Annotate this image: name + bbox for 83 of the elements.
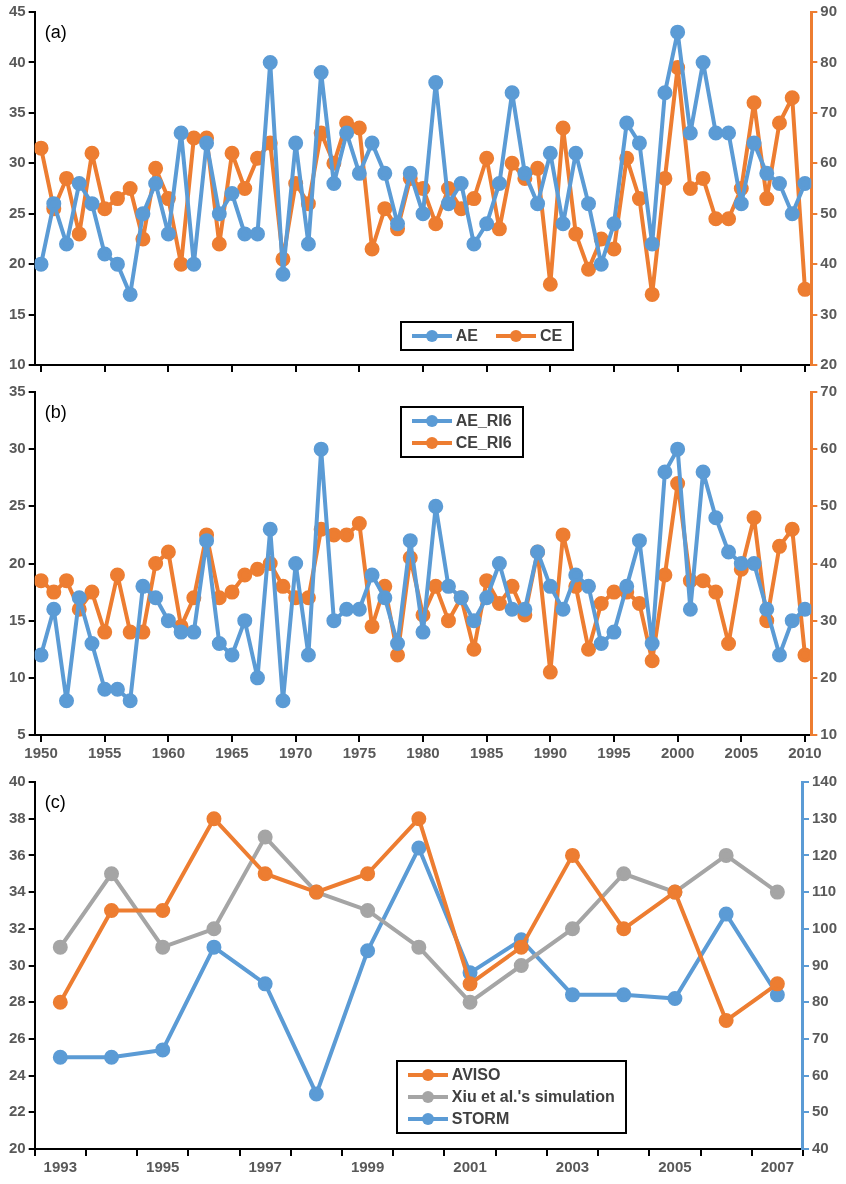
y-tick-label: 36: [9, 845, 26, 863]
y2-tick-label: 30: [820, 304, 837, 322]
x-tick-label: 1980: [406, 744, 440, 762]
legend-label: CE_RI6: [455, 433, 512, 452]
y2-tick-label: 40: [820, 254, 837, 272]
legend-label: AVISO: [451, 1066, 501, 1085]
x-tick-label: 2005: [658, 1158, 692, 1176]
annotation: (b): [44, 401, 67, 422]
y-tick-label: 26: [9, 1029, 26, 1047]
y-tick-label: 32: [9, 918, 26, 936]
y-tick-label: 25: [9, 496, 26, 514]
x-tick-label: 1975: [342, 744, 377, 762]
y2-tick-label: 90: [820, 2, 837, 20]
y2-tick-label: 50: [820, 496, 837, 514]
y-tick-label: 15: [9, 610, 26, 628]
legend-label: AE: [455, 326, 478, 345]
legend-label: AE_RI6: [455, 411, 512, 430]
y-tick-label: 28: [9, 992, 26, 1010]
y2-tick-label: 60: [811, 1065, 829, 1083]
y-tick-label: 40: [9, 52, 26, 70]
y2-tick-label: 130: [811, 808, 837, 826]
y-tick-label: 20: [9, 553, 26, 571]
x-tick-label: 1965: [215, 744, 249, 762]
y2-tick-label: 50: [820, 203, 837, 221]
y2-tick-label: 40: [820, 553, 837, 571]
y-tick-label: 40: [9, 772, 26, 790]
x-tick-label: 2010: [788, 744, 822, 762]
legend-label: CE: [539, 326, 563, 345]
x-tick-label: 2003: [555, 1158, 590, 1176]
x-tick-label: 1997: [248, 1158, 282, 1176]
y2-tick-label: 70: [811, 1029, 829, 1047]
y-tick-label: 22: [9, 1102, 26, 1120]
x-tick-label: 1955: [88, 744, 122, 762]
x-tick-label: 2005: [724, 744, 758, 762]
y-tick-label: 30: [9, 153, 26, 171]
annotation: (a): [44, 21, 67, 42]
y-tick-label: 20: [9, 254, 26, 272]
y2-tick-label: 50: [811, 1102, 829, 1120]
y2-tick-label: 140: [811, 772, 837, 790]
y-tick-label: 5: [17, 725, 26, 743]
y2-tick-label: 90: [811, 955, 829, 973]
legend-label: Xiu et al.'s simulation: [451, 1088, 615, 1107]
y-tick-label: 30: [9, 955, 26, 973]
x-tick-label: 1985: [469, 744, 504, 762]
y-tick-label: 10: [9, 667, 26, 685]
y2-tick-label: 70: [820, 382, 837, 400]
x-tick-label: 1995: [597, 744, 631, 762]
y-tick-label: 45: [9, 2, 26, 20]
y2-tick-label: 20: [820, 667, 837, 685]
x-tick-label: 1950: [24, 744, 58, 762]
y2-tick-label: 80: [820, 52, 837, 70]
x-tick-label: 1990: [533, 744, 567, 762]
y-tick-label: 35: [9, 103, 26, 120]
x-tick-label: 1993: [43, 1158, 77, 1176]
x-tick-label: 1999: [350, 1158, 385, 1176]
x-tick-label: 1970: [279, 744, 313, 762]
y2-tick-label: 10: [820, 725, 837, 743]
x-tick-label: 2000: [660, 744, 695, 762]
y-tick-label: 24: [9, 1065, 27, 1083]
x-tick-label: 2007: [760, 1158, 795, 1176]
y-tick-label: 38: [9, 808, 26, 826]
x-tick-label: 2001: [453, 1158, 487, 1176]
y2-tick-label: 70: [820, 103, 837, 120]
y2-tick-label: 60: [820, 439, 837, 457]
x-tick-label: 1995: [146, 1158, 180, 1176]
y-tick-label: 34: [9, 882, 27, 900]
annotation: (c): [44, 791, 66, 812]
y-tick-label: 25: [9, 203, 26, 221]
y-tick-label: 20: [9, 1139, 26, 1157]
y-tick-label: 10: [9, 355, 26, 373]
legend-label: STORM: [451, 1110, 510, 1129]
y2-tick-label: 40: [811, 1139, 829, 1157]
x-tick-label: 1960: [151, 744, 186, 762]
y-tick-label: 35: [9, 382, 26, 400]
y2-tick-label: 80: [811, 992, 829, 1010]
y2-tick-label: 60: [820, 153, 837, 171]
y2-tick-label: 110: [811, 882, 837, 900]
y-tick-label: 30: [9, 439, 26, 457]
y-tick-label: 15: [9, 304, 26, 322]
y2-tick-label: 30: [820, 610, 837, 628]
y2-tick-label: 100: [811, 918, 837, 936]
y2-tick-label: 120: [811, 845, 837, 863]
y2-tick-label: 20: [820, 355, 837, 373]
